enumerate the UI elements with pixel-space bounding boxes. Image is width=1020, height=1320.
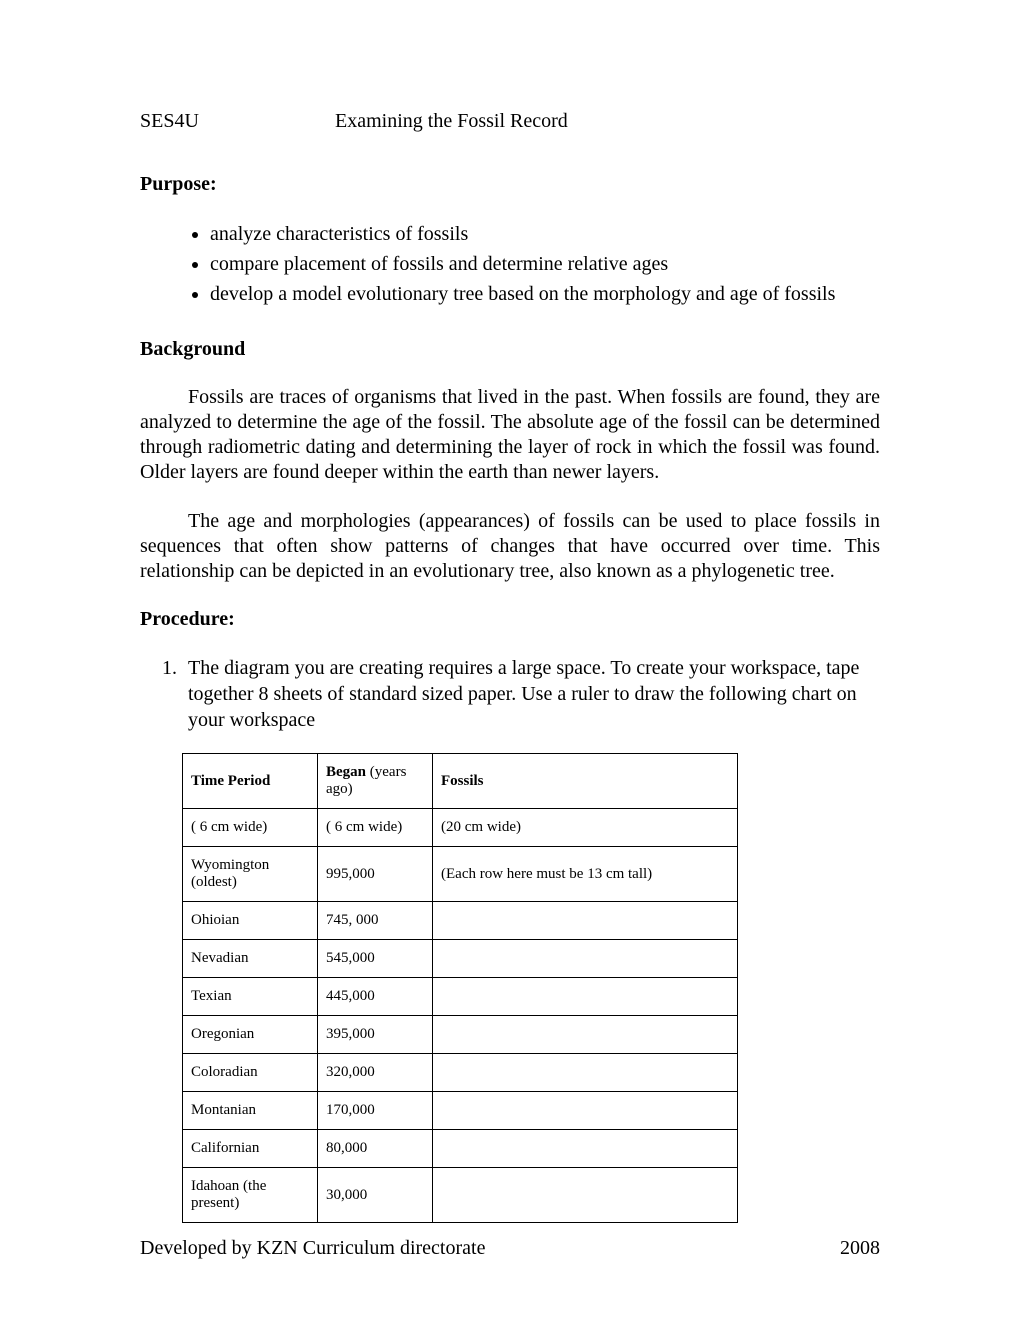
cell-began: 320,000 bbox=[318, 1054, 433, 1092]
cell-fossils: (Each row here must be 13 cm tall) bbox=[433, 847, 738, 902]
procedure-step: The diagram you are creating requires a … bbox=[182, 655, 880, 733]
table-row: Californian 80,000 bbox=[183, 1130, 738, 1168]
cell-period: Montanian bbox=[183, 1092, 318, 1130]
purpose-list: analyze characteristics of fossils compa… bbox=[140, 220, 880, 308]
footer: Developed by KZN Curriculum directorate … bbox=[140, 1237, 880, 1260]
cell-fossils bbox=[433, 940, 738, 978]
th-fossils-label: Fossils bbox=[441, 773, 484, 789]
purpose-item: analyze characteristics of fossils bbox=[210, 220, 880, 248]
cell-fossils bbox=[433, 902, 738, 940]
purpose-item: compare placement of fossils and determi… bbox=[210, 250, 880, 278]
cell-fossils bbox=[433, 1168, 738, 1223]
table-row: Oregonian 395,000 bbox=[183, 1016, 738, 1054]
cell-period: Oregonian bbox=[183, 1016, 318, 1054]
fossil-table: Time Period Began (years ago) Fossils ( … bbox=[182, 753, 738, 1223]
cell-began: 170,000 bbox=[318, 1092, 433, 1130]
th-began: Began (years ago) bbox=[318, 754, 433, 809]
procedure-list: The diagram you are creating requires a … bbox=[140, 655, 880, 733]
cell-period: Wyomington (oldest) bbox=[183, 847, 318, 902]
table-row: Coloradian 320,000 bbox=[183, 1054, 738, 1092]
table-row: Texian 445,000 bbox=[183, 978, 738, 1016]
footer-right: 2008 bbox=[840, 1237, 880, 1260]
th-fossils: Fossils bbox=[433, 754, 738, 809]
background-para-2: The age and morphologies (appearances) o… bbox=[140, 509, 880, 584]
sub-col2: ( 6 cm wide) bbox=[318, 809, 433, 847]
sub-col1: ( 6 cm wide) bbox=[183, 809, 318, 847]
purpose-heading: Purpose: bbox=[140, 173, 880, 196]
table-row: Montanian 170,000 bbox=[183, 1092, 738, 1130]
table-subheader-row: ( 6 cm wide) ( 6 cm wide) (20 cm wide) bbox=[183, 809, 738, 847]
page: SES4U Examining the Fossil Record Purpos… bbox=[0, 0, 1020, 1320]
cell-period: Texian bbox=[183, 978, 318, 1016]
footer-left: Developed by KZN Curriculum directorate bbox=[140, 1237, 485, 1260]
cell-period: Coloradian bbox=[183, 1054, 318, 1092]
sub-col3: (20 cm wide) bbox=[433, 809, 738, 847]
background-heading: Background bbox=[140, 338, 880, 361]
table-header-row: Time Period Began (years ago) Fossils bbox=[183, 754, 738, 809]
table-wrap: Time Period Began (years ago) Fossils ( … bbox=[182, 753, 880, 1223]
cell-fossils bbox=[433, 1130, 738, 1168]
table-row: Ohioian 745, 000 bbox=[183, 902, 738, 940]
cell-period: Californian bbox=[183, 1130, 318, 1168]
table-row: Nevadian 545,000 bbox=[183, 940, 738, 978]
th-time-period: Time Period bbox=[183, 754, 318, 809]
cell-period: Ohioian bbox=[183, 902, 318, 940]
cell-fossils bbox=[433, 1054, 738, 1092]
cell-began: 30,000 bbox=[318, 1168, 433, 1223]
cell-fossils bbox=[433, 978, 738, 1016]
cell-began: 995,000 bbox=[318, 847, 433, 902]
procedure-heading: Procedure: bbox=[140, 608, 880, 631]
course-code: SES4U bbox=[140, 110, 335, 133]
cell-began: 545,000 bbox=[318, 940, 433, 978]
cell-fossils bbox=[433, 1092, 738, 1130]
cell-began: 745, 000 bbox=[318, 902, 433, 940]
table-row: Idahoan (the present) 30,000 bbox=[183, 1168, 738, 1223]
cell-period: Nevadian bbox=[183, 940, 318, 978]
header-row: SES4U Examining the Fossil Record bbox=[140, 110, 880, 133]
table-row: Wyomington (oldest) 995,000 (Each row he… bbox=[183, 847, 738, 902]
page-title: Examining the Fossil Record bbox=[335, 110, 880, 133]
cell-began: 445,000 bbox=[318, 978, 433, 1016]
cell-period: Idahoan (the present) bbox=[183, 1168, 318, 1223]
cell-fossils bbox=[433, 1016, 738, 1054]
th-time-period-label: Time Period bbox=[191, 773, 270, 789]
cell-began: 80,000 bbox=[318, 1130, 433, 1168]
background-para-1: Fossils are traces of organisms that liv… bbox=[140, 385, 880, 485]
cell-began: 395,000 bbox=[318, 1016, 433, 1054]
purpose-item: develop a model evolutionary tree based … bbox=[210, 280, 880, 308]
th-began-label: Began bbox=[326, 764, 366, 780]
